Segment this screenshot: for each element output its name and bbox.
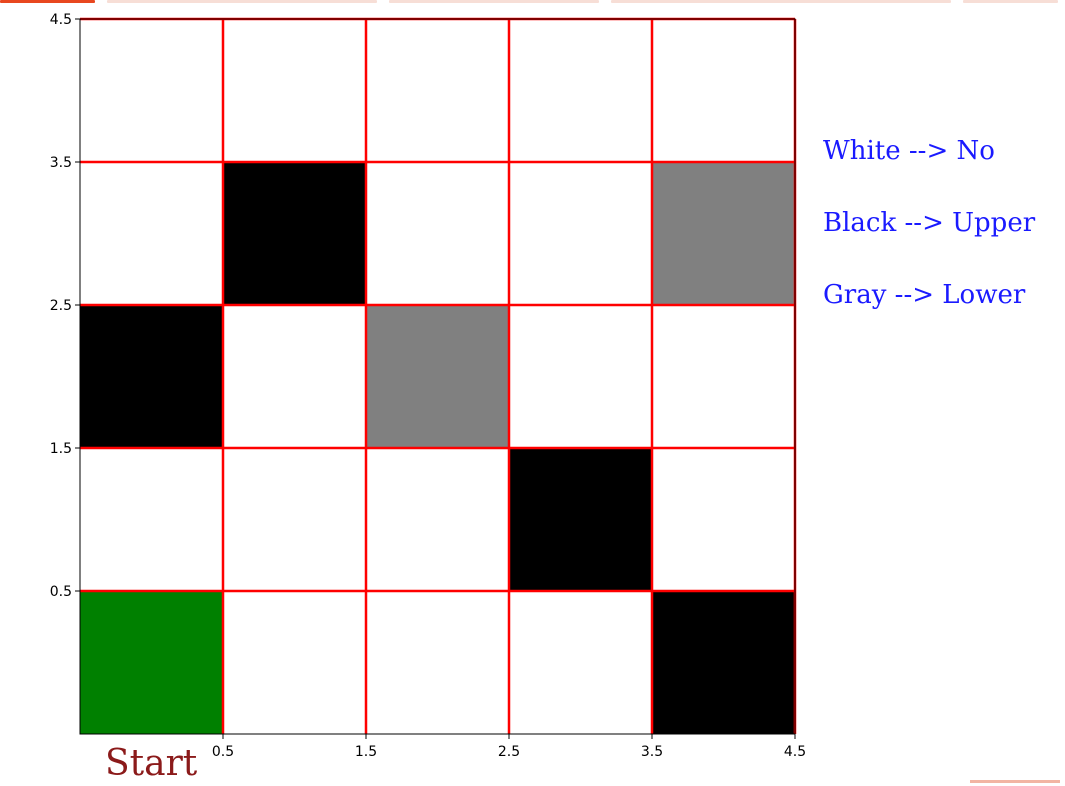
- x-tick-label: 2.5: [498, 744, 520, 760]
- x-tick-label: 4.5: [784, 744, 806, 760]
- grid-cell-white: [652, 19, 795, 162]
- top-strip-segment: [389, 0, 599, 3]
- y-tick-label: 4.5: [50, 12, 72, 28]
- top-strip-segment: [963, 0, 1058, 3]
- grid-cell-black: [223, 162, 366, 305]
- grid-cell-gray: [652, 162, 795, 305]
- legend-entry-gray: Gray --> Lower: [823, 280, 1026, 310]
- grid-cell-white: [652, 448, 795, 591]
- start-label: Start: [105, 743, 198, 784]
- grid-cell-white: [509, 305, 652, 448]
- grid-cell-white: [80, 162, 223, 305]
- grid-cell-white: [509, 591, 652, 734]
- ticks-layer: 0.5 1.5 2.5 3.5 4.5 0.5 1.5 2.5 3.5 4.5: [50, 12, 806, 760]
- legend-entry-white: White --> No: [823, 136, 995, 166]
- grid-cell-start: [80, 591, 223, 734]
- axes-frame: [79, 18, 796, 735]
- y-tick-label: 2.5: [50, 298, 72, 314]
- axes-layer: [79, 18, 796, 735]
- x-tick-label: 1.5: [355, 744, 377, 760]
- grid-cell-white: [223, 448, 366, 591]
- y-tick-label: 0.5: [50, 584, 72, 600]
- y-tick-label: 1.5: [50, 441, 72, 457]
- top-strip-segment: [107, 0, 377, 3]
- bottom-accent-strip: [970, 780, 1060, 783]
- grid-cell-white: [223, 591, 366, 734]
- x-tick-label: 0.5: [212, 744, 234, 760]
- cells-layer: [80, 19, 795, 734]
- grid-cell-white: [366, 448, 509, 591]
- grid-cell-white: [366, 19, 509, 162]
- grid-cell-white: [509, 162, 652, 305]
- grid-cell-white: [80, 448, 223, 591]
- x-tick-label: 3.5: [641, 744, 663, 760]
- grid-cell-white: [652, 305, 795, 448]
- top-accent-segment: [0, 0, 95, 3]
- grid-cell-white: [223, 305, 366, 448]
- grid-cell-white: [366, 162, 509, 305]
- grid-cell-white: [80, 19, 223, 162]
- grid-cell-white: [366, 591, 509, 734]
- top-accent-strip: [0, 0, 1065, 4]
- grid-cell-black: [80, 305, 223, 448]
- grid-cell-white: [223, 19, 366, 162]
- top-strip-segment: [611, 0, 951, 3]
- grid-cell-black: [652, 591, 795, 734]
- grid-cell-white: [509, 19, 652, 162]
- legend-entry-black: Black --> Upper: [823, 208, 1036, 238]
- grid-cell-black: [509, 448, 652, 591]
- y-tick-label: 3.5: [50, 155, 72, 171]
- grid-cell-gray: [366, 305, 509, 448]
